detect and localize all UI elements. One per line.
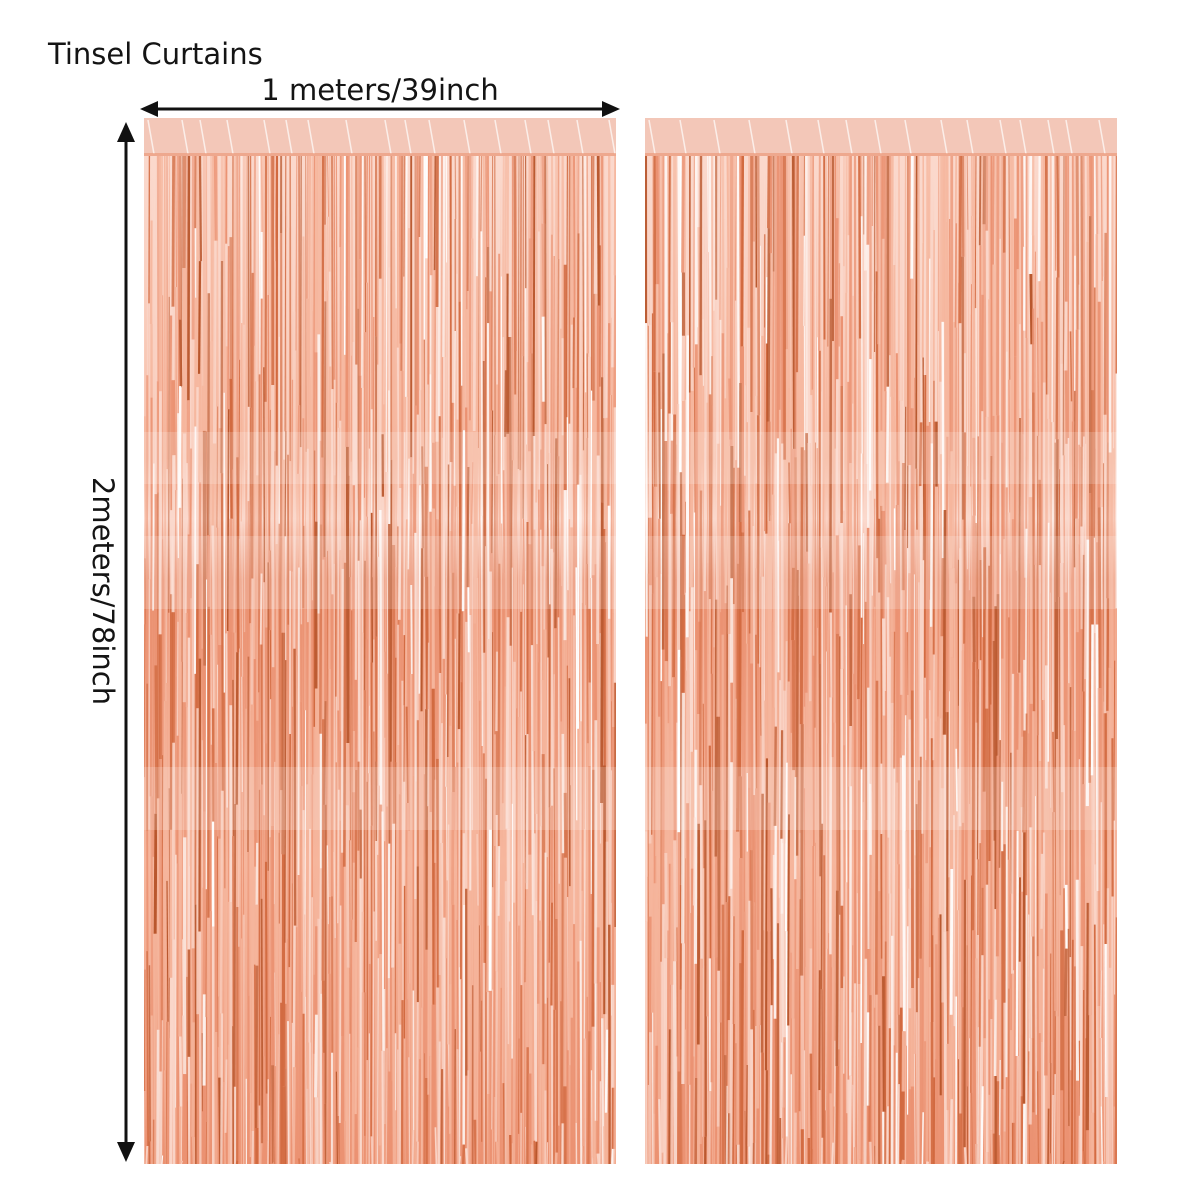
- tinsel-curtain-graphic: [144, 118, 616, 1164]
- tinsel-curtain-left: [144, 118, 616, 1164]
- height-dimension-text: 2meters/78inch: [86, 476, 120, 706]
- tinsel-curtain-graphic: [645, 118, 1117, 1164]
- width-dimension-label: 1 meters/39inch: [261, 73, 499, 107]
- width-arrow-icon: [140, 101, 620, 117]
- height-arrow-icon: [117, 122, 135, 1162]
- title-label: Tinsel Curtains: [48, 37, 263, 71]
- tinsel-curtain-right: [645, 118, 1117, 1164]
